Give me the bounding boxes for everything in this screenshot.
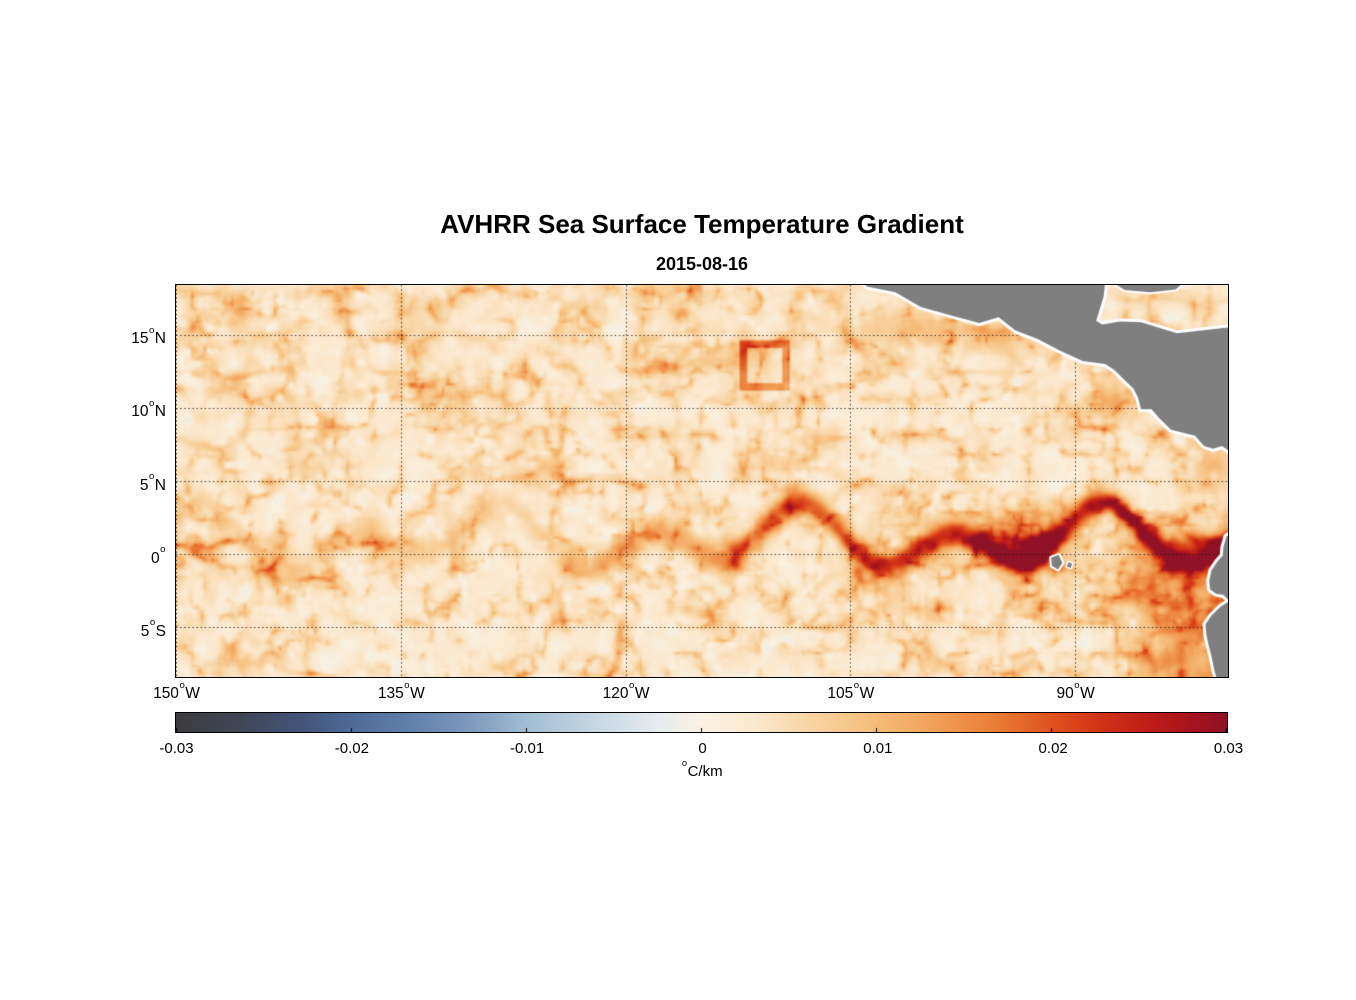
y-axis-tick-label: 0o — [151, 544, 166, 567]
chart-date: 2015-08-16 — [655, 254, 749, 274]
map-plot-area — [175, 284, 1229, 678]
x-axis-tick-label: 120oW — [602, 679, 650, 703]
x-axis-tick-label: 105oW — [827, 679, 875, 703]
colorbar-tick-label: 0.01 — [863, 740, 893, 757]
degree-symbol: o — [853, 679, 860, 691]
degree-symbol: o — [148, 471, 155, 483]
degree-symbol: o — [1074, 679, 1080, 691]
colorbar — [175, 712, 1228, 733]
colorbar-tick-label: -0.03 — [159, 740, 194, 757]
degree-symbol: o — [404, 679, 410, 691]
colorbar-gradient — [176, 713, 1227, 732]
sst-gradient-heatmap — [176, 285, 1228, 677]
degree-symbol: o — [179, 679, 185, 691]
degree-symbol: o — [149, 617, 156, 629]
colorbar-tick-label: 0.02 — [1038, 740, 1068, 757]
chart-title: AVHRR Sea Surface Temperature Gradient — [440, 209, 964, 239]
y-axis-tick-label: 10oN — [131, 398, 166, 421]
y-axis-tick-label: 5oN — [139, 471, 166, 494]
colorbar-tick-label: -0.02 — [334, 740, 369, 757]
colorbar-tick-label: 0 — [698, 740, 707, 757]
degree-symbol: o — [148, 324, 155, 336]
degree-symbol: o — [629, 679, 635, 691]
colorbar-tick-label: 0.03 — [1213, 740, 1244, 757]
colorbar-tick-label: -0.01 — [510, 740, 545, 757]
x-axis-tick-label: 150oW — [153, 679, 200, 703]
y-axis-tick-label: 15oN — [131, 324, 166, 348]
y-axis-tick-label: 5oS — [140, 617, 166, 640]
colorbar-unit-label: oC/km — [681, 757, 723, 780]
x-axis-tick-label: 90oW — [1056, 679, 1095, 703]
degree-symbol: o — [160, 544, 166, 556]
x-axis-tick-label: 135oW — [377, 679, 425, 703]
degree-symbol: o — [148, 398, 155, 410]
degree-symbol: o — [681, 757, 688, 768]
